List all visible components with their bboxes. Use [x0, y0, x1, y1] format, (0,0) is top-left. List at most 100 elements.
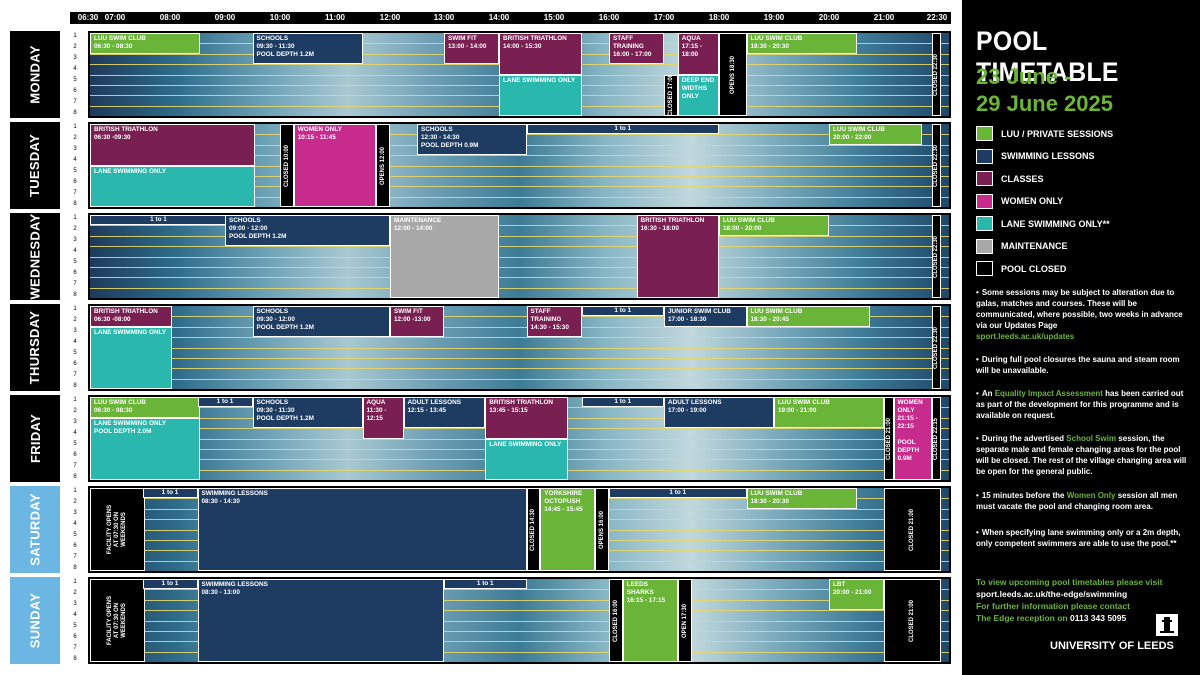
session-block[interactable]: BRITISH TRIATHLON 06:30 -08:00 — [90, 306, 172, 327]
session-block[interactable]: LUU SWIM CLUB 18:30 - 20:45 — [746, 306, 871, 327]
lane-number: 7 — [73, 462, 77, 469]
legend-swatch — [976, 216, 993, 231]
footer-url[interactable]: sport.leeds.ac.uk/the-edge/swimming — [976, 589, 1128, 599]
lane-rope — [90, 266, 949, 268]
lane-number: 5 — [73, 531, 77, 538]
day-label: WEDNESDAY — [10, 213, 60, 300]
lane-rope — [90, 589, 949, 591]
session-block[interactable]: MAINTENANCE 12:00 - 14:00 — [390, 215, 499, 298]
session-block[interactable]: LBT 20:00 - 21:00 — [829, 579, 884, 611]
session-block[interactable]: LEEDS SHARKS 16:15 - 17:15 — [622, 579, 678, 662]
lane-number: 7 — [73, 371, 77, 378]
pool-area: CLOSED 22:30 1 to 1 SCHOOLS 09:00 - 12:00 … — [88, 213, 951, 300]
lane-number: 7 — [73, 644, 77, 651]
lane-number: 4 — [73, 66, 77, 73]
lane-rope — [90, 378, 949, 380]
session-block[interactable]: 1 to 1 — [581, 306, 664, 317]
closure-block: CLOSED 22:30 — [931, 215, 941, 298]
session-block[interactable]: ADULT LESSONS 12:15 - 13:45 — [403, 397, 486, 429]
session-block[interactable]: LANE SWIMMING ONLY POOL DEPTH 2.0M — [90, 417, 200, 480]
session-block[interactable]: SCHOOLS 09:30 - 12:00 POOL DEPTH 1.2M — [252, 306, 390, 338]
session-block[interactable]: LUU SWIM CLUB 06:30 - 08:30 — [90, 33, 200, 54]
session-block[interactable]: SCHOOLS 09:30 - 11:30 POOL DEPTH 1.2M — [252, 33, 363, 65]
session-block[interactable]: STAFF TRAINING 16:00 - 17:00 — [609, 33, 664, 65]
legend-item: WOMEN ONLY — [976, 193, 1063, 209]
day-row-tuesday: TUESDAY 1 2 3 4 5 6 7 8 CLOSED 10:00 OPENS 12:00 CL… — [10, 122, 951, 209]
equality-link[interactable]: Equality Impact Assessment — [994, 389, 1103, 398]
session-block[interactable]: AQUA 11:30 - 12:15 — [362, 397, 404, 439]
session-block[interactable]: 1 to 1 — [581, 397, 664, 408]
university-name: UNIVERSITY OF LEEDS — [1050, 640, 1174, 652]
lane-rope — [90, 225, 949, 227]
day-row-monday: MONDAY 1 2 3 4 5 6 7 8 CLOSED 17:00 OPENS 18:30 CLO… — [10, 31, 951, 118]
session-block[interactable]: LANE SWIMMING ONLY — [90, 326, 172, 389]
session-block[interactable]: BRITISH TRIATHLON 06:30 -09:30 — [90, 124, 255, 166]
session-block[interactable]: WOMEN ONLY 10:15 - 11:45 — [293, 124, 377, 207]
time-label: 20:00 — [818, 13, 840, 22]
lane-numbers: 1 2 3 4 5 6 7 8 — [62, 122, 88, 209]
time-label: 14:00 — [488, 13, 510, 22]
lane-rope — [90, 316, 949, 318]
session-block[interactable]: LUU SWIM CLUB 06:30 - 08:30 — [90, 397, 200, 418]
lane-number: 8 — [73, 655, 77, 662]
session-block[interactable]: LUU SWIM CLUB 18:30 - 20:30 — [746, 488, 857, 509]
lane-number: 2 — [73, 226, 77, 233]
session-block[interactable]: LUU SWIM CLUB 19:00 - 21:00 — [774, 397, 884, 429]
session-block[interactable]: LANE SWIMMING ONLY — [485, 438, 568, 480]
legend-label: MAINTENANCE — [1001, 241, 1068, 251]
day-label: THURSDAY — [10, 304, 60, 391]
session-block[interactable]: ADULT LESSONS 17:00 - 19:00 — [664, 397, 774, 429]
lane-number: 6 — [73, 178, 77, 185]
lane-number: 2 — [73, 317, 77, 324]
session-block[interactable]: YORKSHIRE OCTOPUSH 14:45 - 15:45 — [540, 488, 596, 571]
session-block[interactable]: DEEP END WIDTHS ONLY — [677, 74, 719, 116]
session-block[interactable]: LANE SWIMMING ONLY — [499, 74, 582, 116]
time-label: 17:00 — [653, 13, 675, 22]
day-row-friday: FRIDAY 1 2 3 4 5 6 7 8 CLOSED 21:00 CLOSED 22:15 LU… — [10, 395, 951, 482]
session-block[interactable]: SCHOOLS 09:30 - 11:30 POOL DEPTH 1.2M — [252, 397, 363, 429]
session-block[interactable]: WOMEN ONLY 21:15 - 22:15 POOL DEPTH 0.9M — [893, 397, 932, 480]
session-block[interactable]: 1 to 1 — [609, 488, 747, 499]
day-label: FRIDAY — [10, 395, 60, 482]
closure-block: CLOSED 17:00 — [664, 74, 678, 116]
session-block[interactable]: LUU SWIM CLUB 18:00 - 20:00 — [719, 215, 829, 236]
updates-link[interactable]: sport.leeds.ac.uk/updates — [976, 332, 1075, 341]
session-block[interactable]: 1 to 1 — [526, 124, 719, 135]
session-block[interactable]: BRITISH TRIATHLON 13:45 - 15:15 — [485, 397, 568, 439]
session-block[interactable]: JUNIOR SWIM CLUB 17:00 - 18:30 — [664, 306, 747, 327]
session-block[interactable]: 1 to 1 — [197, 397, 253, 408]
session-block[interactable]: SWIMMING LESSONS 08:30 - 13:00 — [197, 579, 444, 662]
session-block[interactable]: STAFF TRAINING 14:30 - 15:30 — [526, 306, 582, 338]
session-block[interactable]: AQUA 17:15 - 18:00 — [677, 33, 719, 75]
session-block[interactable]: SWIMMING LESSONS 08:30 - 14:30 — [197, 488, 527, 571]
lane-numbers: 1 2 3 4 5 6 7 8 — [62, 395, 88, 482]
session-block[interactable]: 1 to 1 — [90, 215, 227, 226]
university-crest-icon — [1156, 614, 1178, 636]
lane-rope — [90, 277, 949, 279]
session-block[interactable]: SCHOOLS 09:00 - 12:00 POOL DEPTH 1.2M — [225, 215, 390, 247]
session-block[interactable]: SCHOOLS 12:30 - 14:30 POOL DEPTH 0.9M — [417, 124, 527, 156]
session-block[interactable]: LANE SWIMMING ONLY — [90, 165, 255, 207]
legend-swatch — [976, 148, 993, 164]
lane-number: 8 — [73, 382, 77, 389]
session-block[interactable]: 1 to 1 — [444, 579, 527, 590]
legend-item: POOL CLOSED — [976, 261, 1066, 276]
session-block[interactable]: SWIM FIT 13:00 - 14:00 — [444, 33, 499, 65]
day-label: TUESDAY — [10, 122, 60, 209]
session-block[interactable]: BRITISH TRIATHLON 16:30 - 18:00 — [636, 215, 719, 298]
legend-swatch — [976, 171, 993, 186]
time-label: 19:00 — [763, 13, 785, 22]
note-equality: • An Equality Impact Assessment has been … — [976, 389, 1184, 420]
lane-rope — [90, 347, 949, 349]
closure-block: FACILITY OPENS AT 07:30 ON WEEKENDS — [90, 488, 145, 571]
session-block[interactable]: 1 to 1 — [142, 579, 198, 590]
lane-number: 7 — [73, 553, 77, 560]
session-block[interactable]: LUU SWIM CLUB 20:00 - 22:00 — [829, 124, 922, 145]
lane-number: 5 — [73, 622, 77, 629]
lane-rope — [90, 630, 949, 632]
session-block[interactable]: 1 to 1 — [142, 488, 198, 499]
lane-rope — [90, 641, 949, 643]
session-block[interactable]: BRITISH TRIATHLON 14:00 - 15:30 — [499, 33, 582, 75]
session-block[interactable]: LUU SWIM CLUB 18:30 - 20:30 — [746, 33, 857, 54]
session-block[interactable]: SWIM FIT 12:00 -13:00 — [390, 306, 444, 338]
